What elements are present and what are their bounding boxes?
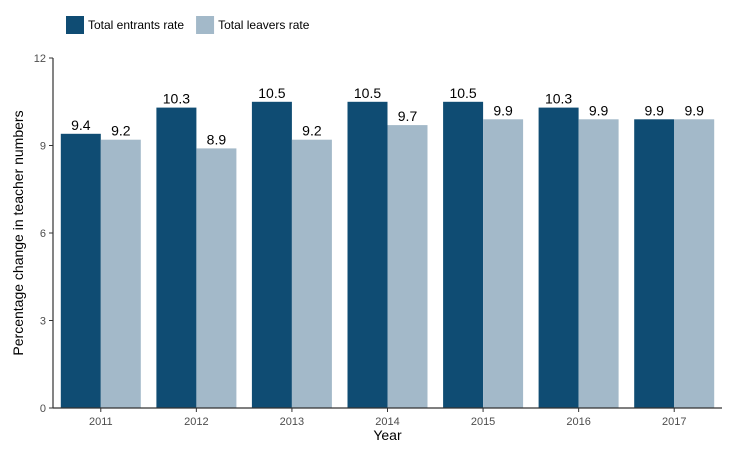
x-tick-label: 2016 [566, 416, 590, 428]
x-tick-label: 2011 [89, 416, 113, 428]
y-tick-label: 3 [40, 316, 46, 328]
x-axis-title: Year [373, 427, 402, 443]
x-tick-label: 2013 [280, 416, 304, 428]
legend-label: Total leavers rate [218, 18, 310, 32]
y-tick-label: 9 [40, 141, 46, 153]
bar-total-leavers-rate-2011 [100, 139, 141, 408]
legend: Total entrants rate Total leavers rate [66, 16, 310, 34]
bar-total-entrants-rate-2014 [347, 101, 388, 409]
y-axis-title: Percentage change in teacher numbers [10, 110, 26, 355]
legend-swatch-total-leavers-rate [196, 16, 215, 34]
data-label: 8.9 [207, 131, 227, 147]
data-label: 9.7 [398, 108, 418, 124]
bar-total-leavers-rate-2015 [483, 119, 524, 409]
data-label: 9.2 [111, 123, 131, 139]
bar-total-entrants-rate-2015 [443, 101, 484, 409]
bar-total-leavers-rate-2013 [291, 139, 332, 408]
bar-total-leavers-rate-2016 [578, 119, 619, 409]
axes-group: 2011 2012 2013 2014 2015 2016 2017 0 3 6 9 12 [34, 53, 722, 428]
data-label: 10.5 [449, 85, 476, 101]
data-labels-group: 9.4 9.2 10.3 8.9 10.5 9.2 10.5 9.7 10.5 9.9 10.3 9.… [71, 85, 704, 148]
bar-total-entrants-rate-2011 [60, 133, 101, 409]
legend-label: Total entrants rate [88, 18, 184, 32]
x-tick-label: 2017 [662, 416, 686, 428]
bar-total-leavers-rate-2017 [674, 119, 715, 409]
data-label: 10.3 [163, 91, 190, 107]
bar-total-leavers-rate-2014 [387, 125, 428, 408]
bars-group [60, 101, 715, 409]
bar-total-entrants-rate-2016 [538, 107, 579, 408]
bar-total-entrants-rate-2013 [251, 101, 292, 409]
y-tick-label: 12 [34, 53, 46, 65]
x-tick-label: 2012 [184, 416, 208, 428]
y-tick-label: 0 [40, 403, 46, 415]
legend-swatch-total-entrants-rate [66, 16, 84, 34]
bar-total-entrants-rate-2017 [634, 119, 675, 409]
data-label: 9.9 [684, 102, 704, 118]
x-tick-label: 2014 [375, 416, 399, 428]
bar-total-leavers-rate-2012 [196, 148, 237, 408]
x-tick-label: 2015 [471, 416, 495, 428]
data-label: 10.3 [545, 91, 572, 107]
data-label: 10.5 [258, 85, 285, 101]
data-label: 9.9 [644, 102, 664, 118]
data-label: 10.5 [354, 85, 381, 101]
bar-total-entrants-rate-2012 [156, 107, 197, 408]
data-label: 9.9 [589, 102, 609, 118]
y-tick-label: 6 [40, 228, 46, 240]
data-label: 9.9 [493, 102, 513, 118]
data-label: 9.2 [302, 123, 322, 139]
data-label: 9.4 [71, 117, 91, 133]
